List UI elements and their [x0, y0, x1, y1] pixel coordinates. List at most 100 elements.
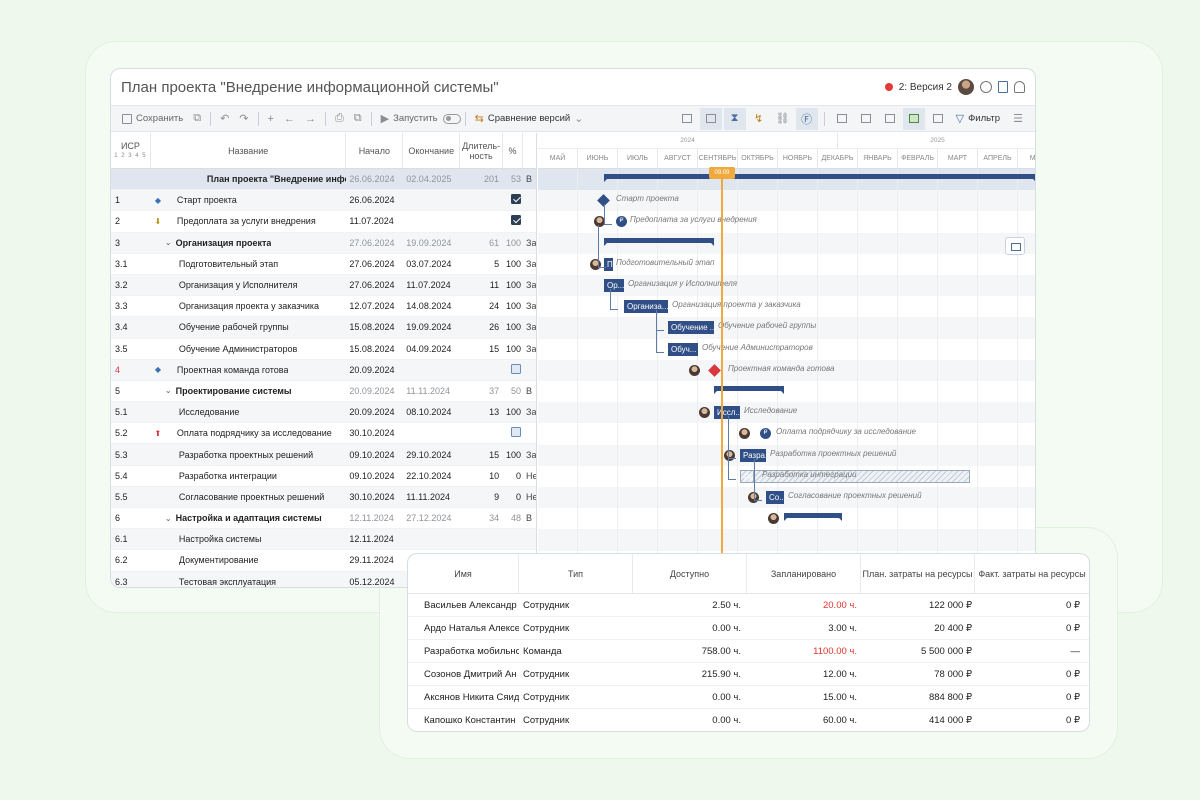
links-button[interactable]: ⛓ [772, 108, 794, 130]
row-name-cell[interactable]: План проекта "Внедрение информаци... [151, 174, 347, 184]
row-start[interactable]: 29.11.2024 [349, 555, 394, 566]
assignee-avatar[interactable] [768, 513, 779, 525]
row-name-cell[interactable]: ⌄ Организация проекта [151, 238, 347, 248]
row-duration[interactable]: 13 [489, 407, 500, 418]
payment-bag-icon[interactable]: ₽ [616, 216, 627, 228]
task-bar[interactable]: Обуч... [668, 342, 698, 356]
row-start[interactable]: 12.11.2024 [349, 534, 394, 545]
row-percent[interactable]: 100 [506, 343, 522, 354]
row-start[interactable]: 27.06.2024 [349, 237, 395, 248]
table-row[interactable]: 3.2 Организация у Исполнителя 27.06.2024 11… [111, 274, 536, 297]
table-row[interactable]: 3.5 Обучение Администраторов 15.08.2024 04.… [111, 339, 536, 360]
row-checkbox[interactable] [511, 215, 522, 226]
outline-levels[interactable]: 1 2 3 4 5 [114, 152, 147, 159]
row-percent[interactable] [503, 215, 523, 227]
resource-row[interactable]: Капошко Константин Сотрудник 0.00 ч. 60.00 … [408, 709, 1089, 731]
row-end[interactable]: 19.09.2024 [406, 322, 452, 333]
table-row[interactable]: 2 ⬇ Предоплата за услуги внедрения 11.07.20… [111, 211, 536, 233]
row-percent[interactable] [503, 363, 523, 376]
row-name-cell[interactable]: Подготовительный этап [151, 259, 347, 269]
row-name-cell[interactable]: Документирование [151, 555, 347, 565]
row-name-cell[interactable]: Исследование [151, 407, 347, 417]
assignee-avatar[interactable] [699, 407, 710, 419]
undo-button[interactable]: ↶ [215, 108, 234, 130]
table-row[interactable]: 5.1 Исследование 20.09.2024 08.10.2024 13 100… [111, 402, 536, 424]
task-bar[interactable]: П [604, 257, 613, 271]
column-header-fact-cost[interactable]: Факт. затраты на ресурсы [978, 568, 1086, 579]
row-end[interactable]: 27.12.2024 [406, 513, 452, 524]
row-duration[interactable]: 11 [489, 280, 500, 291]
task-bar[interactable]: Ор... [604, 279, 624, 292]
row-name-cell[interactable]: Организация проекта у заказчика [151, 301, 347, 311]
view-calendar-button[interactable] [676, 108, 698, 130]
row-start[interactable]: 27.06.2024 [349, 258, 395, 269]
row-end[interactable]: 11.11.2024 [406, 385, 451, 396]
table-row[interactable]: 4 ◆ Проектная команда готова 20.09.2024 [111, 359, 536, 381]
row-duration[interactable]: 15 [489, 343, 500, 354]
row-percent[interactable]: 100 [506, 322, 522, 333]
row-end[interactable]: 11.07.2024 [406, 280, 451, 291]
row-checkbox[interactable] [511, 363, 522, 374]
table-row[interactable]: 6 ⌄ Настройка и адаптация системы 12.11.202… [111, 508, 536, 530]
payment-bag-icon[interactable]: ₽ [760, 428, 771, 440]
settings-button[interactable]: ☰ [1007, 108, 1029, 130]
row-duration[interactable]: 26 [489, 322, 500, 333]
table-row[interactable]: 3.4 Обучение рабочей группы 15.08.2024 19.0… [111, 317, 536, 339]
row-name-cell[interactable]: Разработка проектных решений [151, 450, 347, 460]
task-bar[interactable]: Иссл... [714, 406, 740, 420]
row-start[interactable]: 05.12.2024 [349, 576, 395, 587]
row-start[interactable]: 30.10.2024 [349, 491, 395, 502]
run-toggle[interactable] [442, 113, 461, 124]
row-start[interactable]: 26.06.2024 [349, 174, 395, 185]
row-name-cell[interactable]: Настройка системы [151, 534, 347, 544]
table-row[interactable]: 5.4 Разработка интеграции 09.10.2024 22.10.… [111, 466, 536, 487]
chevron-down-icon[interactable]: ⌄ [164, 513, 172, 523]
row-percent[interactable]: 100 [506, 449, 522, 460]
row-percent[interactable]: 100 [506, 237, 522, 248]
table-row[interactable]: 3 ⌄ Организация проекта 27.06.2024 19.09.202… [111, 232, 536, 254]
column-header-plan-cost[interactable]: План. затраты на ресурсы [861, 554, 975, 593]
row-end[interactable]: 02.04.2025 [406, 174, 452, 185]
critical-path-button[interactable]: ↯ [748, 108, 770, 130]
row-end[interactable]: 11.11.2024 [406, 491, 451, 502]
row-end[interactable]: 03.07.2024 [406, 258, 452, 269]
row-start[interactable]: 15.08.2024 [349, 322, 395, 333]
table-row[interactable]: 5.2 ⬆ Оплата подрядчику за исследование 30.… [111, 423, 536, 445]
row-start[interactable]: 15.08.2024 [349, 343, 395, 354]
row-name-cell[interactable]: Тестовая эксплуатация [151, 577, 347, 587]
row-start[interactable]: 30.10.2024 [349, 428, 395, 439]
save-button[interactable]: Сохранить [117, 108, 188, 130]
row-checkbox[interactable] [511, 194, 522, 205]
row-start[interactable]: 11.07.2024 [349, 216, 394, 227]
run-button[interactable]: ▶ Запустить [380, 113, 438, 125]
row-name-cell[interactable]: ⬆ Оплата подрядчику за исследование [151, 428, 347, 438]
row-end[interactable]: 29.10.2024 [406, 449, 452, 460]
row-checkbox[interactable] [511, 427, 522, 438]
row-name-cell[interactable]: ⬇ Предоплата за услуги внедрения [151, 216, 347, 226]
table-row[interactable]: 3.1 Подготовительный этап 27.06.2024 03.07.… [111, 254, 536, 275]
column-header-available[interactable]: Доступно [633, 554, 747, 593]
row-name-cell[interactable]: ◆ Старт проекта [151, 195, 347, 205]
export-button[interactable]: ⧉ [349, 108, 367, 130]
history-icon[interactable] [980, 81, 992, 93]
row-duration[interactable]: 15 [489, 449, 500, 460]
column-header-name[interactable]: Название [151, 133, 347, 168]
row-end[interactable]: 22.10.2024 [406, 470, 452, 481]
user-avatar[interactable] [958, 79, 974, 95]
row-percent[interactable]: 100 [506, 280, 522, 291]
task-bar[interactable]: Со... [766, 491, 784, 504]
row-start[interactable]: 09.10.2024 [349, 470, 395, 481]
row-percent[interactable]: 50 [511, 385, 522, 396]
row-end[interactable]: 08.10.2024 [406, 407, 452, 418]
document-icon[interactable] [998, 81, 1008, 93]
today-marker[interactable]: 09.09 [709, 167, 735, 179]
table-row[interactable]: 6.1 Настройка системы 12.11.2024 [111, 529, 536, 551]
row-name-cell[interactable]: Разработка интеграции [151, 471, 347, 481]
assignee-avatar[interactable] [590, 258, 601, 270]
row-name-cell[interactable]: ⌄ Настройка и адаптация системы [151, 513, 347, 523]
row-name-cell[interactable]: ◆ Проектная команда готова [151, 365, 347, 375]
row-end[interactable]: 19.09.2024 [406, 237, 452, 248]
row-percent[interactable]: 100 [506, 407, 522, 418]
row-start[interactable]: 27.06.2024 [349, 280, 395, 291]
row-end[interactable]: 04.09.2024 [406, 343, 452, 354]
